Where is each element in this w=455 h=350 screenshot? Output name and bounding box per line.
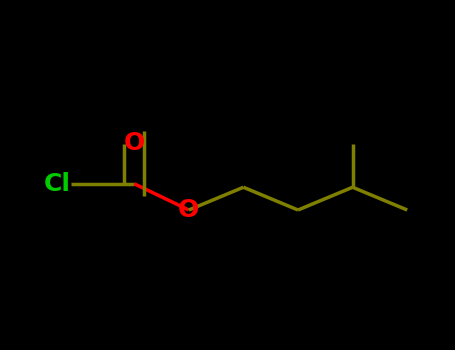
Text: O: O <box>124 132 145 155</box>
Text: O: O <box>178 198 199 222</box>
Text: Cl: Cl <box>44 172 71 196</box>
